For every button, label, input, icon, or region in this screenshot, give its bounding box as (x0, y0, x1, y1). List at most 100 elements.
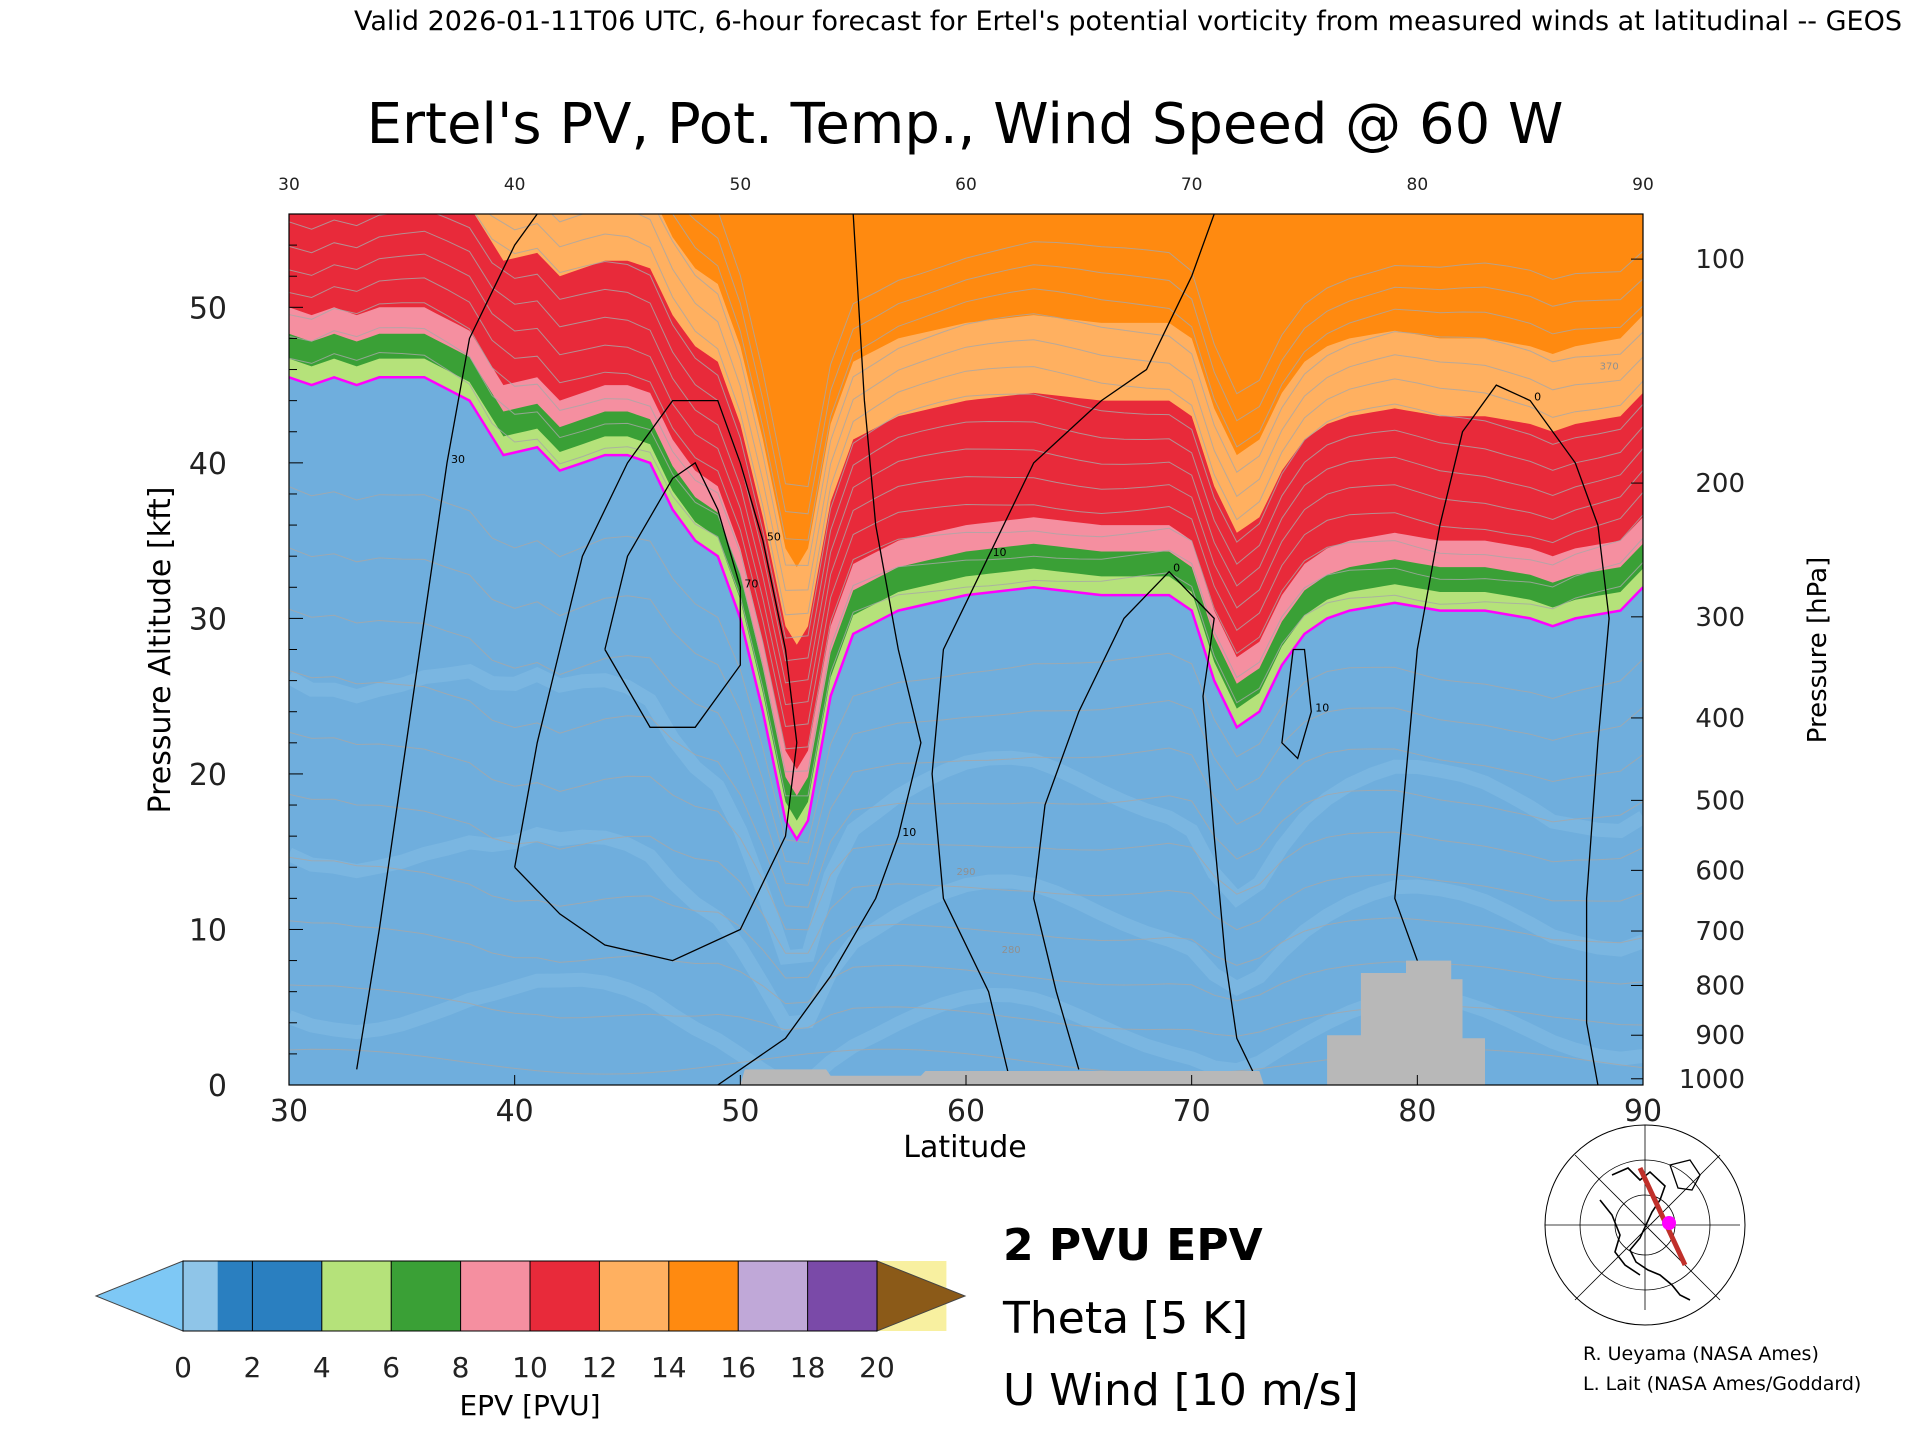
x-tick-label: 40 (496, 1094, 534, 1129)
credit-line-1: R. Ueyama (NASA Ames) (1583, 1343, 1819, 1365)
credit-line-2: L. Lait (NASA Ames/Goddard) (1583, 1373, 1861, 1395)
theta-contour (289, 608, 1643, 886)
colorbar-tick-label: 8 (452, 1351, 470, 1384)
x-top-tick-label: 80 (1407, 175, 1429, 195)
colorbar-bin (425, 1261, 462, 1331)
pressure-tick-label: 900 (1695, 1021, 1745, 1051)
x-top-tick-label: 30 (278, 175, 300, 195)
colorbar-bin (842, 1261, 878, 1331)
x-top-tick-label: 40 (504, 175, 526, 195)
x-axis: 30 40 50 60 70 80 90 (270, 1075, 1662, 1129)
theta-contour (289, 793, 1643, 954)
theta-label: 370 (1600, 362, 1619, 373)
colorbar-tick-label: 12 (582, 1351, 618, 1384)
pressure-tick-label: 300 (1695, 603, 1745, 633)
x-top-tick-label: 70 (1181, 175, 1203, 195)
wind-contour-label: 10 (902, 826, 916, 839)
colorbar-bin (530, 1261, 566, 1331)
u-wind-contours: 30 50 70 10 10 0 0 10 (356, 214, 1610, 1085)
theta-contour (289, 856, 1643, 979)
colorbar-bin (668, 1261, 704, 1331)
wind-contour (514, 399, 798, 962)
colorbar-tick-label: 14 (651, 1351, 687, 1384)
x-tick-label: 70 (1173, 1094, 1211, 1129)
colorbar-bin (391, 1261, 427, 1331)
wind-contour (1394, 384, 1610, 1085)
colorbar-bin (183, 1261, 219, 1331)
colorbar-label: EPV [PVU] (459, 1389, 600, 1422)
x-tick-label: 90 (1624, 1094, 1662, 1129)
theta-contour (474, 214, 1643, 639)
epv-colorbar (94, 1260, 967, 1332)
y-tick-label: 0 (208, 1069, 227, 1104)
colorbar-tick-label: 18 (790, 1351, 826, 1384)
colorbar-bin (807, 1261, 843, 1331)
y-tick-label: 10 (189, 913, 227, 948)
colorbar-tick-labels: 0 2 4 6 8 10 12 14 16 18 20 (174, 1261, 895, 1384)
theta-contour (488, 214, 1643, 616)
y-axis-right-pressure: 100 200 300 400 500 600 700 800 900 1000 (1631, 245, 1745, 1095)
theta-contour (289, 277, 1643, 728)
x-tick-label: 60 (947, 1094, 985, 1129)
x-top-tick-label: 60 (955, 175, 977, 195)
wind-contour (931, 214, 1215, 1085)
colorbar-bin (356, 1261, 392, 1331)
tropopause-2pvu-contour (289, 375, 1643, 842)
pressure-tick-label: 200 (1695, 469, 1745, 499)
colorbar-tick-label: 0 (174, 1351, 192, 1384)
wind-contour (1033, 570, 1260, 1085)
troposphere-band-1 (289, 826, 1643, 1031)
colorbar-bin (217, 1261, 253, 1331)
y-axis-label: Pressure Altitude [kft] (143, 487, 178, 814)
pressure-tick-label: 100 (1695, 245, 1745, 275)
x-tick-label: 50 (721, 1094, 759, 1129)
pressure-tick-label: 1000 (1679, 1065, 1745, 1095)
wind-contour-label: 0 (1173, 562, 1180, 575)
pressure-tick-label: 800 (1695, 971, 1745, 1001)
wind-contour-label: 0 (1534, 391, 1541, 404)
theta-contour (688, 214, 1643, 515)
colorbar-bin (287, 1261, 323, 1331)
wind-contour-label: 70 (744, 577, 758, 590)
y-tick-label: 40 (189, 447, 227, 482)
chart-title: Ertel's PV, Pot. Temp., Wind Speed @ 60 … (367, 92, 1564, 157)
y-tick-label: 30 (189, 602, 227, 637)
wind-contour (1281, 648, 1312, 760)
theta-contour (289, 486, 1643, 844)
theta-contour (657, 214, 1643, 567)
theta-contour (289, 731, 1643, 931)
pressure-tick-label: 700 (1695, 917, 1745, 947)
theta-contour (289, 302, 1643, 750)
theta-label: 280 (1002, 945, 1021, 956)
theta-contour (289, 327, 1643, 773)
colorbar-bin (321, 1261, 357, 1331)
legend-theta: Theta [5 K] (1002, 1293, 1248, 1344)
theta-label: 290 (956, 867, 975, 878)
theta-contour (289, 547, 1643, 865)
pressure-tick-label: 400 (1695, 704, 1745, 734)
y-tick-label: 20 (189, 758, 227, 793)
colorbar-tick-label: 2 (243, 1351, 261, 1384)
colorbar-bin (495, 1261, 531, 1331)
colorbar-bin (252, 1261, 288, 1331)
colorbar-bin (738, 1261, 774, 1331)
theta-contour (289, 214, 1643, 662)
colorbar-tick-label: 16 (720, 1351, 756, 1384)
legend-2pvu: 2 PVU EPV (1003, 1220, 1263, 1271)
x-top-tick-label: 50 (730, 175, 752, 195)
x-axis-label: Latitude (903, 1130, 1026, 1165)
pressure-tick-label: 500 (1695, 786, 1745, 816)
colorbar-tick-label: 6 (382, 1351, 400, 1384)
colorbar-bin (564, 1261, 600, 1331)
colorbar-bin (703, 1261, 739, 1331)
surface-mask (740, 960, 1485, 1085)
colorbar-bin (634, 1261, 670, 1331)
wind-contour (604, 461, 741, 728)
theta-contour (289, 351, 1643, 797)
legend-u-wind: U Wind [10 m/s] (1003, 1365, 1359, 1416)
cross-section-plot: 280 290 370 30 50 70 10 10 0 0 10 (289, 214, 1643, 1085)
wind-contour-label: 50 (767, 531, 781, 544)
colorbar-tick-label: 4 (313, 1351, 331, 1384)
x-axis-top: 30 40 50 60 70 80 90 (278, 175, 1654, 195)
theta-contour (672, 214, 1643, 541)
